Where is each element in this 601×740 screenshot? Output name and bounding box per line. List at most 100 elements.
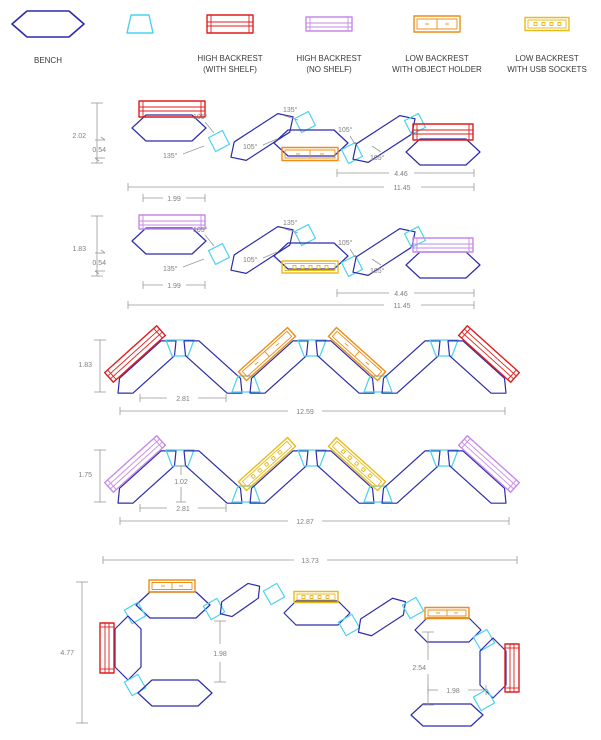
bench-hexagon xyxy=(117,340,177,394)
legend: BENCH HIGH BACKREST (WITH SHELF) HIGH BA… xyxy=(11,10,587,74)
bench-hexagon xyxy=(447,340,507,394)
dimension-total: 12.87 xyxy=(119,517,510,526)
backrest-high-shelf xyxy=(457,325,521,383)
dimension-label: 2.81 xyxy=(176,396,190,403)
legend-low-backrest-usb-icon xyxy=(524,16,570,32)
bench-hexagon xyxy=(381,450,441,504)
legend-label: (NO SHELF) xyxy=(306,65,352,74)
connector-pad xyxy=(207,129,231,153)
dimension-total-width: 13.73 xyxy=(102,556,518,565)
backrest-high-shelf xyxy=(504,643,520,693)
dimension-label: 0.54 xyxy=(92,147,106,154)
bench-hexagon xyxy=(137,679,213,707)
backrest-low-object-holder xyxy=(327,326,387,382)
angle-label: 105° xyxy=(243,256,258,264)
angle-label: 105° xyxy=(370,267,385,275)
backrest-low-object-holder xyxy=(281,146,339,162)
bench-hexagon xyxy=(131,114,207,142)
connector-pad xyxy=(165,339,195,357)
dimension-height: 1.75 xyxy=(78,449,106,503)
dimension-offset: 0.54 xyxy=(92,136,106,162)
legend-label: HIGH BACKREST xyxy=(296,54,361,63)
backrest-low-usb xyxy=(281,260,339,274)
bench-hexagon xyxy=(283,600,351,626)
angle-label: 105° xyxy=(193,113,208,121)
dimension-total: 12.59 xyxy=(119,407,506,416)
connector-pad xyxy=(403,112,427,136)
dimension-left-inner: 1.98 xyxy=(213,620,227,683)
bench-hexagon xyxy=(273,129,349,157)
dimension-label: 11.45 xyxy=(394,303,411,310)
backrest-low-usb xyxy=(327,436,387,492)
legend-bench-icon xyxy=(11,10,85,38)
dimension-right-span: 4.46 xyxy=(336,289,475,298)
bench-hexagon xyxy=(352,228,416,276)
dimension-label: 1.83 xyxy=(72,246,86,253)
backrest-low-object-holder xyxy=(148,579,196,593)
bench-hexagon xyxy=(249,340,309,394)
bench-hexagon xyxy=(117,450,177,504)
diagram-row-5: 13.73 4.77 xyxy=(60,556,520,727)
dimension-offset: 0.54 xyxy=(92,249,106,275)
dimension-label: 1.98 xyxy=(213,651,227,658)
dimension-label: 11.45 xyxy=(394,185,411,192)
dimension-right-span: 4.46 xyxy=(336,169,475,178)
bench-hexagon xyxy=(131,227,207,255)
connector-pad xyxy=(231,485,261,503)
connector-pad xyxy=(297,339,327,357)
dimension-height: 2.02 xyxy=(72,102,103,164)
bench-hexagon xyxy=(183,340,243,394)
bench-hexagon xyxy=(479,637,507,699)
backrest-low-usb xyxy=(293,590,339,604)
connector-pad xyxy=(337,613,361,637)
dimension-total: 11.45 xyxy=(127,183,475,192)
dimension-label: 12.87 xyxy=(296,519,314,526)
diagram-row-3: 1.83 2.81 12.59 xyxy=(78,325,521,416)
connector-pad xyxy=(340,254,364,278)
legend-connector-icon xyxy=(126,14,154,34)
dimension-label: 1.75 xyxy=(78,472,92,479)
connector-pad xyxy=(403,225,427,249)
dimension-right-inner-height: 2.54 xyxy=(412,631,434,706)
dimension-label: 4.46 xyxy=(394,171,408,178)
bench-hexagon xyxy=(114,615,142,681)
bench-hexagon xyxy=(381,340,441,394)
backrest-high-no-shelf xyxy=(138,214,206,230)
dimension-label: 1.98 xyxy=(446,688,460,695)
connector-pad xyxy=(401,596,425,620)
bench-hexagon xyxy=(405,251,481,279)
dimension-seat-width: 1.99 xyxy=(142,281,206,290)
bench-hexagon xyxy=(414,617,482,643)
legend-label: HIGH BACKREST xyxy=(197,54,262,63)
legend-high-backrest-shelf-icon xyxy=(206,14,254,34)
dimension-label: 2.81 xyxy=(176,506,190,513)
bench-run xyxy=(131,223,481,279)
legend-label: WITH OBJECT HOLDER xyxy=(392,65,482,74)
legend-label: LOW BACKREST xyxy=(405,54,469,63)
connector-pad xyxy=(262,582,286,606)
backrest-high-shelf xyxy=(412,123,474,141)
connector-pad xyxy=(207,242,231,266)
connector-pad xyxy=(363,375,393,393)
bench-hexagon xyxy=(447,450,507,504)
connector-pad xyxy=(429,449,459,467)
dimension-total: 11.45 xyxy=(127,301,475,310)
backrest-low-object-holder xyxy=(237,326,297,382)
legend-high-backrest-no-shelf-icon xyxy=(305,16,353,32)
connector-pad xyxy=(123,601,147,625)
connector-pad xyxy=(363,485,393,503)
angle-label: 135° xyxy=(283,219,298,227)
bench-hexagon xyxy=(410,703,484,727)
bench-hexagon xyxy=(405,138,481,166)
backrest-high-shelf xyxy=(99,622,115,674)
angle-label: 105° xyxy=(243,143,258,151)
legend-label: LOW BACKREST xyxy=(515,54,579,63)
angle-label: 105° xyxy=(370,154,385,162)
backrest-low-object-holder xyxy=(424,606,470,620)
connector-pad xyxy=(472,688,496,712)
bench-hexagon xyxy=(315,450,375,504)
dimension-height: 1.83 xyxy=(72,215,103,277)
angle-label: 105° xyxy=(193,226,208,234)
angle-label: 105° xyxy=(338,239,353,247)
